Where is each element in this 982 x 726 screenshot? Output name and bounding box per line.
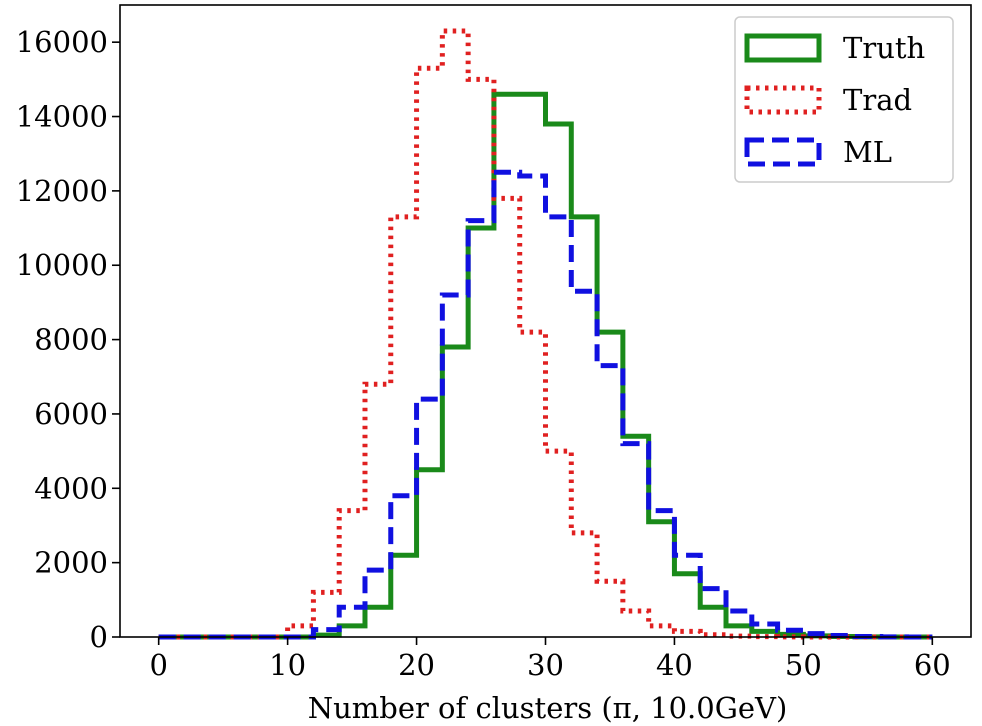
legend: Truth Trad ML (734, 16, 954, 183)
series-line-ml (158, 169, 933, 640)
x-tick-label: 50 (785, 648, 822, 682)
x-tick-label: 10 (269, 648, 306, 682)
y-tick-label: 8000 (34, 323, 108, 357)
x-tick-label: 0 (149, 648, 167, 682)
legend-handle-ml (744, 137, 822, 167)
y-tick-label: 0 (90, 620, 108, 654)
legend-label-trad: Trad (843, 83, 912, 117)
x-axis-ticks: 0 10 20 30 40 50 60 (149, 637, 951, 682)
x-tick-label: 40 (656, 648, 693, 682)
legend-label-ml: ML (843, 135, 892, 169)
y-tick-label: 14000 (16, 100, 108, 134)
y-tick-label: 16000 (16, 25, 108, 59)
y-axis-ticks: 0 2000 4000 6000 8000 10000 12000 14000 16000 (16, 25, 120, 654)
legend-label-truth: Truth (843, 31, 925, 65)
y-tick-label: 12000 (16, 174, 108, 208)
x-axis-label: Number of clusters (π, 10.0GeV) (308, 691, 788, 725)
y-tick-label: 10000 (16, 248, 108, 282)
x-tick-label: 20 (398, 648, 435, 682)
legend-handle-truth (744, 33, 822, 63)
x-tick-label: 30 (527, 648, 564, 682)
x-tick-label: 60 (914, 648, 951, 682)
y-tick-label: 6000 (34, 397, 108, 431)
legend-handle-trad (744, 85, 822, 115)
y-tick-label: 2000 (34, 546, 108, 580)
y-tick-label: 4000 (34, 471, 108, 505)
series-layer (158, 28, 933, 640)
series-line-trad (158, 28, 933, 640)
